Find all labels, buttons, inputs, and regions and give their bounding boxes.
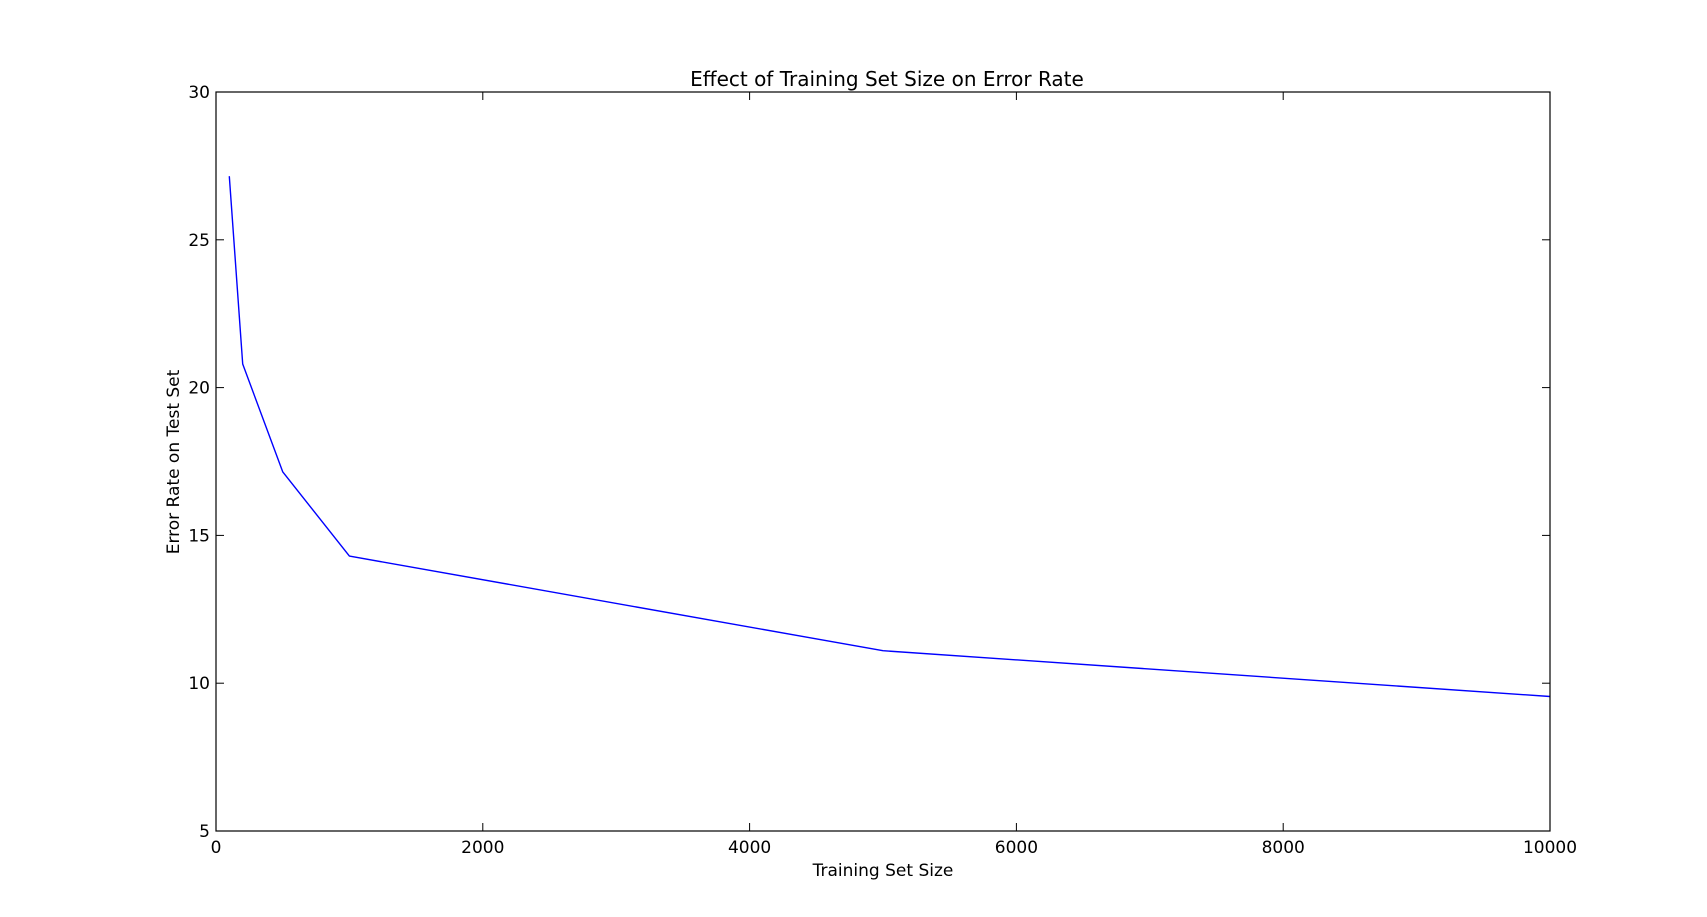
x-tick-label: 6000 [995,838,1038,858]
y-tick-label: 10 [188,674,210,694]
x-tick-label: 8000 [1262,838,1305,858]
y-tick-label: 30 [188,83,210,103]
x-axis-label: Training Set Size [812,861,954,881]
y-tick-label: 20 [188,379,210,399]
x-tick-label: 10000 [1523,838,1577,858]
y-tick-label: 5 [199,822,210,842]
axis-ticks: 0 2000 4000 6000 8000 10000 5 10 15 20 25 30 [188,83,1577,858]
plot-frame [215,91,1551,832]
plot-area [228,176,1551,698]
y-tick-label: 25 [188,231,210,251]
series-line-0 [228,176,1551,698]
x-tick-label: 2000 [461,838,504,858]
y-tick-label: 15 [188,526,210,546]
x-tick-label: 4000 [728,838,771,858]
x-tick-label: 0 [211,838,222,858]
y-axis-label: Error Rate on Test Set [164,369,184,554]
chart-title: Effect of Training Set Size on Error Rat… [690,67,1084,91]
